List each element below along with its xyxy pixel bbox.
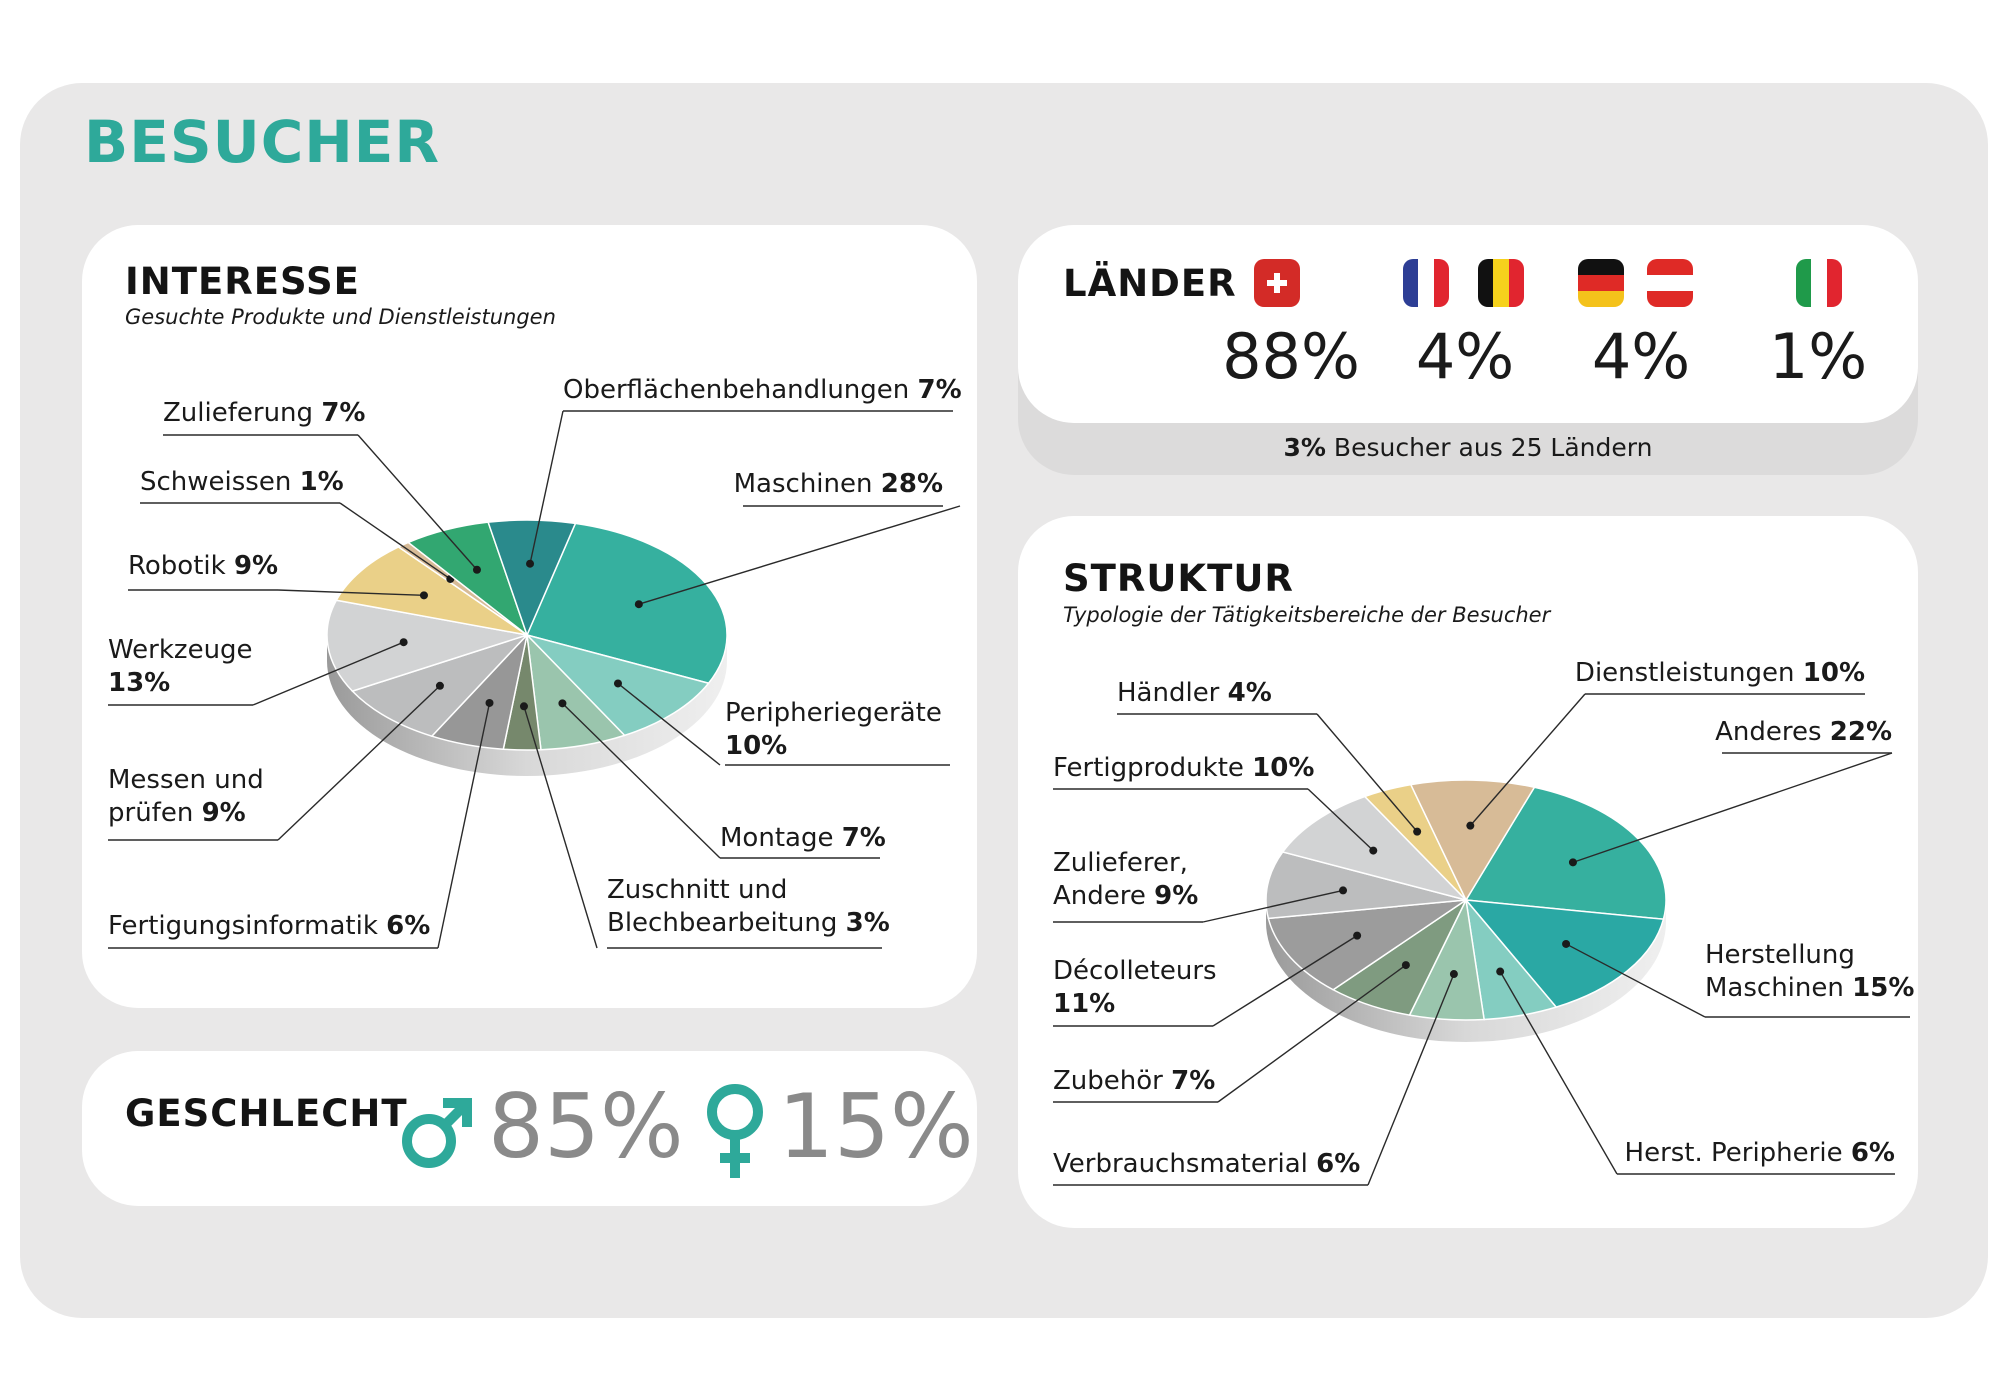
slice-label-text: Anderes xyxy=(1715,717,1822,747)
slice-label: Herst. Peripherie 6% xyxy=(1625,1137,1895,1170)
page-title: BESUCHER xyxy=(84,108,441,176)
slice-label: Peripheriegeräte 10% xyxy=(725,697,942,763)
slice-label-text: Zuschnitt und xyxy=(607,875,788,905)
laender-title: LÄNDER xyxy=(1063,262,1237,305)
slice-label: Oberflächenbehandlungen 7% xyxy=(563,374,962,407)
slice-label: Dienstleistungen 10% xyxy=(1575,657,1865,690)
slice-label-text: Messen und xyxy=(108,765,264,795)
slice-label-pct: 10% xyxy=(1252,753,1315,783)
slice-label-pct: 9% xyxy=(233,551,279,581)
slice-label-text: Montage xyxy=(720,823,834,853)
flag-italy-icon xyxy=(1796,259,1842,307)
slice-label-text: Fertigprodukte xyxy=(1053,753,1244,783)
slice-label: Werkzeuge 13% xyxy=(108,634,253,700)
slice-label: Zulieferung 7% xyxy=(163,397,365,430)
geschlecht-title: GESCHLECHT xyxy=(125,1092,408,1135)
flag-switzerland-icon xyxy=(1254,259,1300,307)
male-symbol-icon xyxy=(402,1098,472,1168)
slice-label-pct: 6% xyxy=(1316,1149,1361,1179)
slice-label-pct: 28% xyxy=(880,469,943,499)
slice-label: Robotik 9% xyxy=(128,550,278,583)
slice-label: Messen und prüfen 9% xyxy=(108,764,264,830)
slice-label-text: Herstellung xyxy=(1705,940,1855,970)
slice-label-pct: 9% xyxy=(201,798,246,828)
country-pct-france-belgium: 4% xyxy=(1415,320,1515,393)
flag-france-icon xyxy=(1403,259,1449,307)
female-symbol-icon xyxy=(707,1084,763,1178)
slice-label-text: Werkzeuge xyxy=(108,635,253,665)
countries-note: 3% Besucher aus 25 Ländern xyxy=(1018,433,1918,462)
slice-label-text: Schweissen xyxy=(140,467,292,497)
slice-label-text: Zubehör xyxy=(1053,1066,1163,1096)
slice-label-text: Robotik xyxy=(128,551,226,581)
slice-label: Zulieferer, Andere 9% xyxy=(1053,847,1198,913)
slice-label-text: Zulieferung xyxy=(163,398,314,428)
slice-label-pct: 13% xyxy=(108,668,171,698)
slice-label-pct: 1% xyxy=(299,467,344,497)
slice-label-text: Dienstleistungen xyxy=(1574,658,1795,688)
flag-austria-icon xyxy=(1647,259,1693,307)
slice-label-pct: 7% xyxy=(1171,1066,1216,1096)
slice-label-pct: 4% xyxy=(1227,678,1272,708)
flag-germany-icon xyxy=(1578,259,1624,307)
slice-label-pct: 10% xyxy=(725,731,788,761)
slice-label: Maschinen 28% xyxy=(734,468,943,501)
slice-label-text-2: Maschinen xyxy=(1705,973,1853,1003)
flag-belgium-icon xyxy=(1478,259,1524,307)
slice-label-pct: 7% xyxy=(841,823,886,853)
slice-label: Händler 4% xyxy=(1117,677,1272,710)
slice-label: Décolleteurs 11% xyxy=(1053,955,1217,1021)
laender-panel xyxy=(1018,225,1918,423)
slice-label: Zubehör 7% xyxy=(1053,1065,1215,1098)
slice-label-pct: 7% xyxy=(917,375,962,405)
interesse-title: INTERESSE xyxy=(125,260,360,303)
slice-label-text: Verbrauchsmaterial xyxy=(1053,1149,1308,1179)
countries-note-bold: 3% xyxy=(1283,433,1326,462)
slice-label-text-2: Andere xyxy=(1053,881,1155,911)
slice-label-text: Fertigungsinformatik xyxy=(108,911,378,941)
slice-label-text: Oberflächenbehandlungen xyxy=(563,375,910,405)
interesse-subtitle: Gesuchte Produkte und Dienstleistungen xyxy=(125,305,556,329)
slice-label-text: Maschinen xyxy=(733,469,873,499)
slice-label-text: Händler xyxy=(1117,678,1220,708)
geschlecht-panel xyxy=(82,1051,977,1206)
slice-label: Fertigprodukte 10% xyxy=(1053,752,1314,785)
slice-label-pct: 9% xyxy=(1154,881,1199,911)
slice-label-text-2: prüfen xyxy=(108,798,202,828)
slice-label-text: Herst. Peripherie xyxy=(1624,1138,1843,1168)
male-pct: 85% xyxy=(488,1075,684,1178)
country-pct-germany-austria: 4% xyxy=(1591,320,1691,393)
slice-label: Herstellung Maschinen 15% xyxy=(1705,939,1914,1005)
countries-note-rest: Besucher aus 25 Ländern xyxy=(1325,433,1653,462)
slice-label-text: Peripheriegeräte xyxy=(725,698,942,728)
slice-label-pct: 15% xyxy=(1852,973,1915,1003)
slice-label: Fertigungsinformatik 6% xyxy=(108,910,430,943)
slice-label-pct: 7% xyxy=(321,398,366,428)
slice-label: Verbrauchsmaterial 6% xyxy=(1053,1148,1360,1181)
slice-label-text: Zulieferer, xyxy=(1053,848,1188,878)
slice-label: Anderes 22% xyxy=(1715,716,1892,749)
female-pct: 15% xyxy=(778,1075,974,1178)
slice-label-pct: 22% xyxy=(1829,717,1892,747)
slice-label: Zuschnitt und Blechbearbeitung 3% xyxy=(607,874,890,940)
slice-label-text-2: Blechbearbeitung xyxy=(607,908,846,938)
slice-label: Schweissen 1% xyxy=(140,466,344,499)
slice-label-pct: 11% xyxy=(1053,989,1116,1019)
struktur-subtitle: Typologie der Tätigkeitsbereiche der Bes… xyxy=(1063,603,1551,627)
country-pct-switzerland: 88% xyxy=(1222,320,1360,393)
country-pct-italy: 1% xyxy=(1768,320,1868,393)
slice-label-text: Décolleteurs xyxy=(1053,956,1217,986)
slice-label-pct: 3% xyxy=(845,908,890,938)
slice-label-pct: 6% xyxy=(386,911,431,941)
slice-label-pct: 10% xyxy=(1802,658,1865,688)
slice-label-pct: 6% xyxy=(1850,1138,1895,1168)
struktur-title: STRUKTUR xyxy=(1063,557,1294,600)
slice-label: Montage 7% xyxy=(720,822,886,855)
